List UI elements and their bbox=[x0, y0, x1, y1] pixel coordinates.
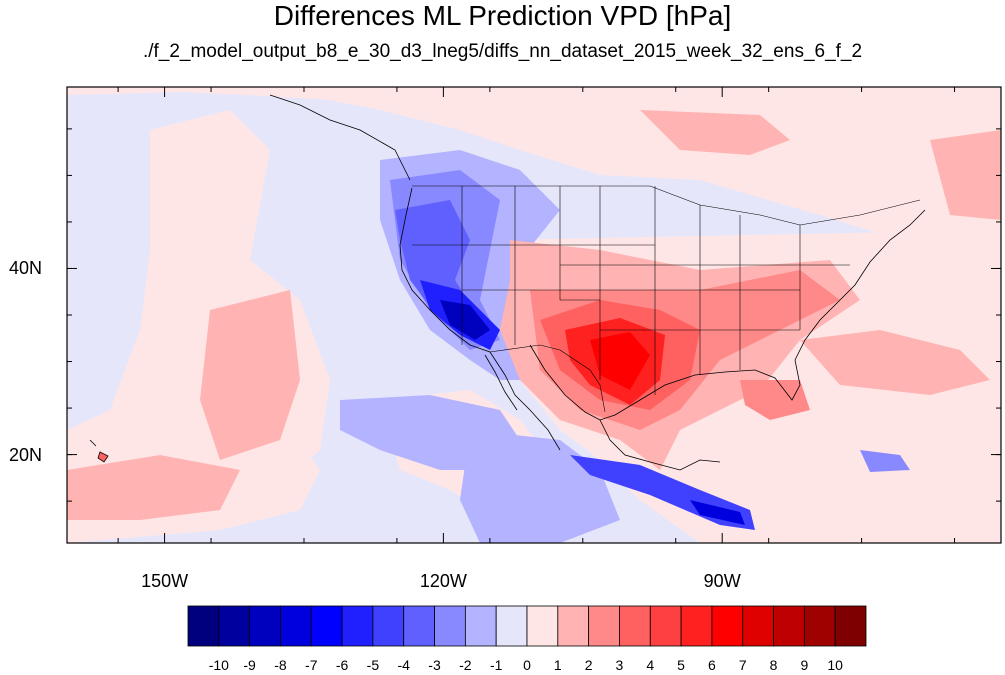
colorbar-swatch bbox=[526, 605, 559, 647]
colorbar-label: -1 bbox=[489, 657, 503, 673]
colorbar-label: -4 bbox=[397, 657, 410, 673]
colorbar-swatch bbox=[249, 605, 281, 647]
colorbar-swatch bbox=[464, 605, 497, 647]
colorbar-label: 9 bbox=[800, 657, 809, 673]
state-borders bbox=[412, 185, 921, 413]
colorbar-swatch bbox=[711, 605, 744, 647]
colorbar-swatch bbox=[803, 605, 836, 647]
colorbar-swatch bbox=[680, 605, 713, 647]
colorbar-label: 10 bbox=[827, 657, 843, 673]
colorbar-swatch bbox=[742, 605, 774, 647]
mexico-coastline bbox=[599, 419, 721, 471]
field-red-pacific bbox=[200, 290, 300, 460]
colorbar-label: 4 bbox=[646, 657, 655, 673]
colorbar-swatch bbox=[403, 605, 435, 647]
coastlines bbox=[269, 94, 926, 471]
plot-area bbox=[66, 86, 1002, 544]
colorbar-swatch bbox=[341, 605, 374, 647]
field-blue-west-max bbox=[440, 300, 490, 340]
colorbar-swatch bbox=[557, 605, 590, 647]
canada-border bbox=[412, 185, 921, 226]
colorbar-swatch bbox=[434, 605, 466, 647]
colorbar-label: 1 bbox=[553, 657, 562, 673]
field-red-florida bbox=[740, 380, 810, 420]
colorbar-swatch bbox=[773, 605, 805, 647]
colorbar-swatch bbox=[187, 605, 220, 647]
field-red-northeast bbox=[640, 110, 790, 155]
colorbar-label: -9 bbox=[243, 657, 256, 673]
colorbar-label: 3 bbox=[615, 657, 624, 673]
colorbar-swatch bbox=[372, 605, 405, 647]
baja-coastline bbox=[484, 354, 518, 411]
colorbar-swatch bbox=[310, 605, 343, 647]
colorbar-label: -6 bbox=[335, 657, 349, 673]
field-red-southeast-ocean bbox=[800, 330, 990, 395]
colorbar-swatch bbox=[280, 605, 312, 647]
colorbar-label: 2 bbox=[584, 657, 593, 673]
lon-tick-label: 90W bbox=[703, 571, 741, 591]
difference-field bbox=[67, 87, 1001, 543]
colorbar-swatch bbox=[495, 605, 528, 647]
field-blue-east-patch bbox=[860, 450, 910, 472]
map-title: Differences ML Prediction VPD [hPa] bbox=[273, 0, 732, 31]
canada-coastline bbox=[269, 94, 411, 181]
hawaii-islands bbox=[89, 439, 109, 463]
colorbar-swatch bbox=[834, 605, 867, 647]
field-blue-caribbean-core bbox=[690, 500, 745, 525]
colorbar-label: 5 bbox=[677, 657, 685, 673]
colorbar-swatch bbox=[619, 605, 651, 647]
colorbar-label: 0 bbox=[523, 657, 531, 673]
colorbar bbox=[187, 605, 867, 647]
colorbar-swatch bbox=[588, 605, 620, 647]
colorbar-label: 8 bbox=[769, 657, 778, 673]
colorbar-label: -2 bbox=[459, 657, 472, 673]
colorbar-label: -5 bbox=[366, 657, 380, 673]
colorbar-label: 7 bbox=[738, 657, 747, 673]
state-line-3 bbox=[559, 186, 600, 301]
gulf-coastline bbox=[529, 209, 926, 421]
field-red-central-max bbox=[590, 332, 650, 390]
colorbar-label: -3 bbox=[428, 657, 441, 673]
axis-ticks bbox=[67, 87, 1001, 543]
lat-tick-label: 40N bbox=[8, 258, 42, 279]
mexico-border bbox=[489, 344, 606, 413]
map-subtitle: ./f_2_model_output_b8_e_30_d3_lneg5/diff… bbox=[142, 41, 863, 62]
lat-tick-label: 20N bbox=[8, 444, 42, 465]
colorbar-label: 6 bbox=[708, 657, 716, 673]
field-red-atlantic bbox=[930, 130, 1001, 220]
lon-tick-label: 150W bbox=[141, 571, 189, 591]
field-red-pacific-sw bbox=[67, 455, 240, 520]
colorbar-label: -7 bbox=[305, 657, 318, 673]
colorbar-label: -8 bbox=[274, 657, 287, 673]
colorbar-swatch bbox=[649, 605, 682, 647]
lon-tick-label: 120W bbox=[419, 571, 467, 591]
west-coastline bbox=[399, 187, 561, 451]
colorbar-label: -10 bbox=[208, 657, 229, 673]
colorbar-swatch bbox=[218, 605, 251, 647]
